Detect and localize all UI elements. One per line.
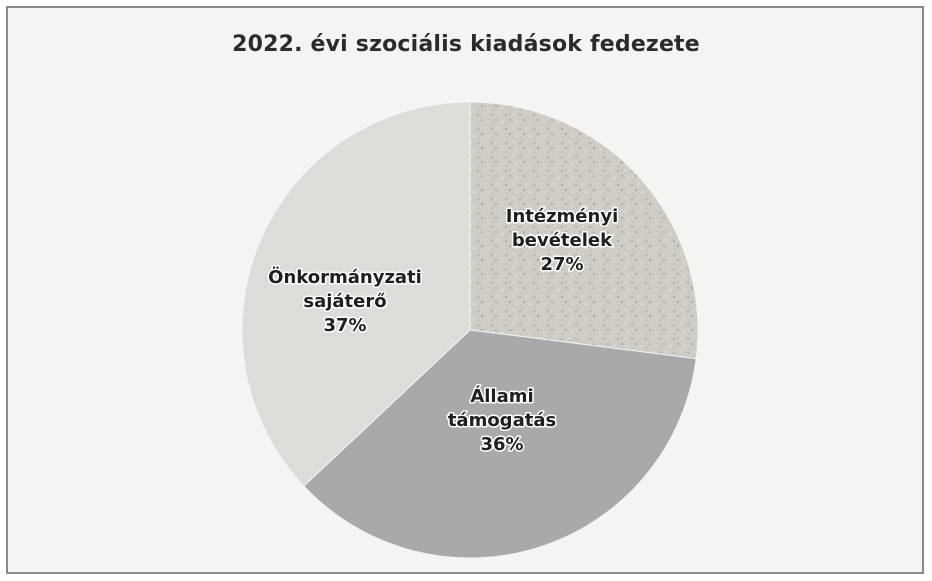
pie-slice-1: [469, 101, 699, 360]
slice-value-label: 37%: [323, 315, 366, 336]
pie-slice-2: [303, 329, 697, 559]
pie-slice-label-1: Intézményi bevételek 27%: [506, 206, 618, 275]
slice-name-label: támogatás: [448, 410, 556, 431]
slice-value-label: 27%: [540, 254, 583, 275]
pie-slice-label-3: Önkormányzati sajáterő 37%: [268, 266, 422, 336]
slice-name-label: sajáterő: [303, 291, 386, 312]
chart-title: 2022. évi szociális kiadások fedezete: [232, 32, 700, 57]
slice-name-label: bevételek: [512, 230, 613, 251]
slice-name-label: Önkormányzati: [268, 266, 422, 288]
pie-slice-3: [241, 101, 471, 487]
pie-slice-label-2: Állami támogatás 36%: [448, 385, 556, 455]
slice-value-label: 36%: [480, 434, 523, 455]
slice-name-label: Intézményi: [506, 206, 618, 227]
slice-name-label: Állami: [470, 385, 533, 407]
